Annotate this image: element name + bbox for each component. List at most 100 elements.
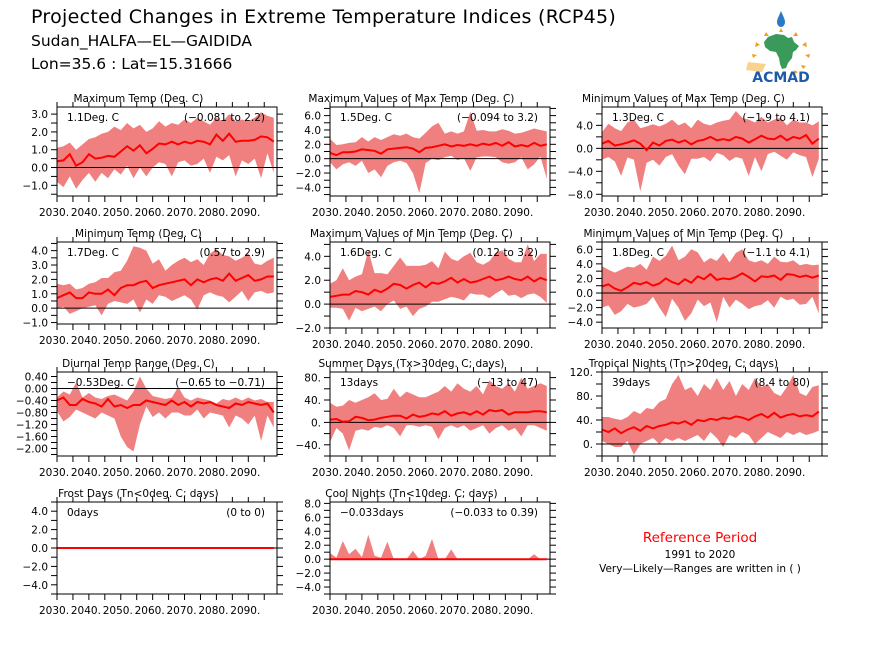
chart-title: Maximum Values of Min Temp (Deg. C) bbox=[310, 228, 513, 240]
sun-rays-icon bbox=[746, 28, 810, 74]
chart-panel: 2030. 2040. 2050. 2060. 2070. 2080. 2090.−2.00… bbox=[296, 228, 556, 351]
y-tick-label: −4.0 bbox=[568, 317, 594, 329]
x-tick-label: 2080. bbox=[471, 339, 501, 351]
change-summary: −0.53Deg. C bbox=[67, 377, 134, 389]
chart-panel: 2030. 2040. 2050. 2060. 2070. 2080. 2090. −40. 0… bbox=[296, 358, 556, 479]
y-tick-label: 0.0 bbox=[31, 303, 48, 315]
x-tick-label: 2050. bbox=[376, 207, 406, 219]
x-tick-label: 2040. bbox=[616, 339, 646, 351]
median-line bbox=[56, 396, 275, 414]
very-likely-range-band bbox=[57, 376, 274, 452]
y-tick-label: −2.0 bbox=[296, 568, 322, 580]
x-tick-label: 2050. bbox=[376, 605, 406, 617]
y-tick-label: −0.80 bbox=[16, 408, 48, 420]
chart-panel: 2030. 2040. 2050. 2060. 2070. 2080. 2090. −4.0 −… bbox=[568, 228, 828, 351]
x-tick-label: 2080. bbox=[471, 605, 501, 617]
x-tick-label: 2080. bbox=[743, 207, 773, 219]
x-tick-label: 2050. bbox=[103, 467, 133, 479]
page-title: Projected Changes in Extreme Temperature… bbox=[31, 6, 617, 28]
x-tick-label: 2030. bbox=[312, 467, 342, 479]
y-tick-label: 80. bbox=[304, 373, 321, 385]
chart-panel: 2030. 2040. 2050. 2060. 2070. 2080. 2090. −1.0 0… bbox=[23, 228, 283, 347]
x-tick-label: 2060. bbox=[680, 339, 710, 351]
x-tick-label: 2070. bbox=[440, 207, 470, 219]
x-tick-label: 2040. bbox=[344, 467, 374, 479]
x-tick-label: 2080. bbox=[743, 467, 773, 479]
x-tick-label: 2030. bbox=[39, 605, 69, 617]
x-tick-label: 2050. bbox=[648, 207, 678, 219]
y-tick-label: 2.0 bbox=[576, 273, 593, 285]
x-tick-label: 2080. bbox=[471, 467, 501, 479]
reference-period-years: 1991 to 2020 bbox=[664, 549, 736, 561]
x-tick-label: 2090. bbox=[503, 467, 533, 479]
y-tick-label: 4.0 bbox=[304, 125, 321, 137]
y-tick-label: −2.0 bbox=[568, 303, 594, 315]
x-tick-label: 2090. bbox=[503, 605, 533, 617]
station-coordinates: Lon=35.6 : Lat=15.31666 bbox=[31, 55, 233, 73]
y-tick-label: 0.0 bbox=[31, 543, 48, 555]
change-summary: 1.3Deg. C bbox=[612, 112, 664, 124]
y-tick-label: 40. bbox=[304, 395, 321, 407]
y-tick-label: −4.0 bbox=[568, 166, 594, 178]
y-tick-label: 2.0 bbox=[31, 127, 48, 139]
very-likely-range: (−13 to 47) bbox=[477, 377, 538, 389]
chart-panel: 2030. 2040. 2050. 2060. 2070. 2080. 2090. −4.0 −… bbox=[296, 93, 556, 219]
x-tick-label: 2030. bbox=[39, 467, 69, 479]
y-tick-label: 8.0 bbox=[304, 498, 321, 510]
y-tick-label: −8.0 bbox=[568, 189, 594, 201]
change-summary: 13days bbox=[340, 377, 378, 389]
x-tick-label: 2050. bbox=[648, 467, 678, 479]
median-line bbox=[56, 272, 274, 300]
plot-frame bbox=[329, 501, 551, 595]
x-tick-label: 2060. bbox=[680, 207, 710, 219]
y-tick-label: 4.0 bbox=[304, 526, 321, 538]
very-likely-range: (0.57 to 2.9) bbox=[200, 247, 266, 259]
y-tick-label: −1.20 bbox=[16, 420, 48, 432]
reference-period-title: Reference Period bbox=[642, 530, 758, 546]
x-tick-label: 2060. bbox=[408, 467, 438, 479]
y-tick-label: 0.00 bbox=[25, 384, 48, 396]
y-tick-label: −4.0 bbox=[296, 182, 322, 194]
x-tick-label: 2050. bbox=[648, 339, 678, 351]
y-tick-label: 0.0 bbox=[31, 163, 48, 175]
very-likely-range: (−0.081 to 2.2) bbox=[184, 112, 265, 124]
y-tick-label: −1.0 bbox=[23, 318, 49, 330]
y-tick-label: 1.0 bbox=[31, 145, 48, 157]
chart-title: Tropical Nights (Tn>20deg. C; days) bbox=[588, 358, 778, 370]
y-tick-label: 1.0 bbox=[31, 289, 48, 301]
x-tick-label: 2090. bbox=[775, 467, 805, 479]
y-tick-label: 2.0 bbox=[304, 540, 321, 552]
plot-frame bbox=[601, 371, 823, 457]
very-likely-range-band bbox=[602, 375, 819, 455]
x-tick-label: 2080. bbox=[198, 605, 228, 617]
y-tick-label: −1.0 bbox=[23, 180, 49, 192]
y-tick-label: 4.0 bbox=[31, 506, 48, 518]
x-tick-label: 2090. bbox=[230, 467, 260, 479]
chart-title: Diurnal Temp Range (Deg. C) bbox=[62, 358, 214, 370]
very-likely-range-band bbox=[330, 534, 547, 560]
x-tick-label: 2040. bbox=[71, 605, 101, 617]
y-tick-label: 2.0 bbox=[304, 139, 321, 151]
y-tick-label: 3.0 bbox=[31, 260, 48, 272]
y-tick-label: −40. bbox=[296, 440, 322, 452]
x-tick-label: 2060. bbox=[135, 207, 165, 219]
plot-frame bbox=[56, 241, 278, 325]
y-tick-label: 0. bbox=[583, 439, 593, 451]
y-tick-label: 6.0 bbox=[304, 111, 321, 123]
very-likely-range: (8.4 to 80) bbox=[755, 377, 810, 389]
x-tick-label: 2060. bbox=[135, 335, 165, 347]
plot-frame bbox=[601, 241, 823, 329]
change-summary: 1.7Deg. C bbox=[67, 247, 119, 259]
y-tick-label: 0.0 bbox=[576, 143, 593, 155]
x-tick-label: 2080. bbox=[198, 467, 228, 479]
chart-title: Minimum Temp (Deg. C) bbox=[75, 228, 202, 240]
chart-panel: 2030. 2040. 2050. 2060. 2070. 2080. 2090.−2.00… bbox=[16, 358, 283, 479]
y-tick-label: 0.0 bbox=[304, 299, 321, 311]
y-tick-label: 2.0 bbox=[31, 274, 48, 286]
very-likely-range-band bbox=[330, 244, 547, 321]
acmad-logo-text: ACMAD bbox=[752, 70, 810, 84]
y-tick-label: −0.40 bbox=[16, 396, 48, 408]
chart-title: Minimum Values of Max Temp (Deg. C) bbox=[582, 93, 785, 105]
y-tick-label: 2.0 bbox=[31, 525, 48, 537]
x-tick-label: 2070. bbox=[167, 605, 197, 617]
